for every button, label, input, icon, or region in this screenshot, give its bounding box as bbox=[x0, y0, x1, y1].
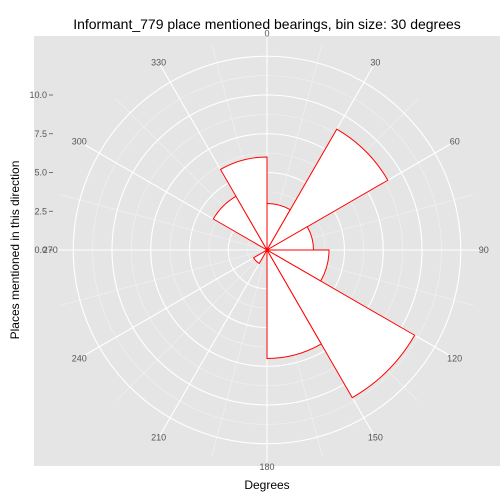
angle-label: 150 bbox=[368, 433, 383, 443]
bars-layer bbox=[212, 128, 416, 399]
radial-tick-label: 5.0 bbox=[34, 168, 47, 178]
angle-label: 0 bbox=[264, 28, 269, 38]
angle-label: 30 bbox=[370, 57, 380, 67]
angle-label: 90 bbox=[479, 245, 489, 255]
bar-wedge bbox=[219, 156, 268, 252]
radial-tick-label: 0.0 bbox=[34, 245, 47, 255]
radial-tick-label: 10.0 bbox=[29, 90, 47, 100]
major-grid-spoke bbox=[81, 249, 268, 358]
minor-grid-spoke bbox=[115, 249, 268, 402]
angle-label: 180 bbox=[259, 462, 274, 472]
angle-label: 330 bbox=[151, 57, 166, 67]
bar-wedge bbox=[265, 248, 416, 399]
major-grid-spoke bbox=[159, 249, 268, 436]
chart-title: Informant_779 place mentioned bearings, … bbox=[73, 16, 461, 32]
x-axis-title: Degrees bbox=[244, 478, 289, 492]
bar-wedge bbox=[266, 248, 322, 360]
angle-label: 240 bbox=[72, 353, 87, 363]
angle-label: 60 bbox=[450, 137, 460, 147]
minor-grid-spoke bbox=[60, 249, 268, 306]
angle-label: 210 bbox=[151, 433, 166, 443]
radial-tick-label: 2.5 bbox=[34, 206, 47, 216]
minor-grid-spoke bbox=[60, 194, 268, 251]
bar-wedge bbox=[265, 128, 389, 252]
radial-tick-label: 7.5 bbox=[34, 129, 47, 139]
radial-tick-labels: 0.0 2.5 5.0 7.5 10.0 bbox=[29, 90, 53, 255]
angle-label: 120 bbox=[447, 353, 462, 363]
minor-grid-spoke bbox=[211, 249, 268, 457]
y-axis-title: Places mentioned in this direction bbox=[8, 161, 22, 340]
angle-label: 300 bbox=[72, 137, 87, 147]
bar-wedge bbox=[252, 248, 269, 265]
